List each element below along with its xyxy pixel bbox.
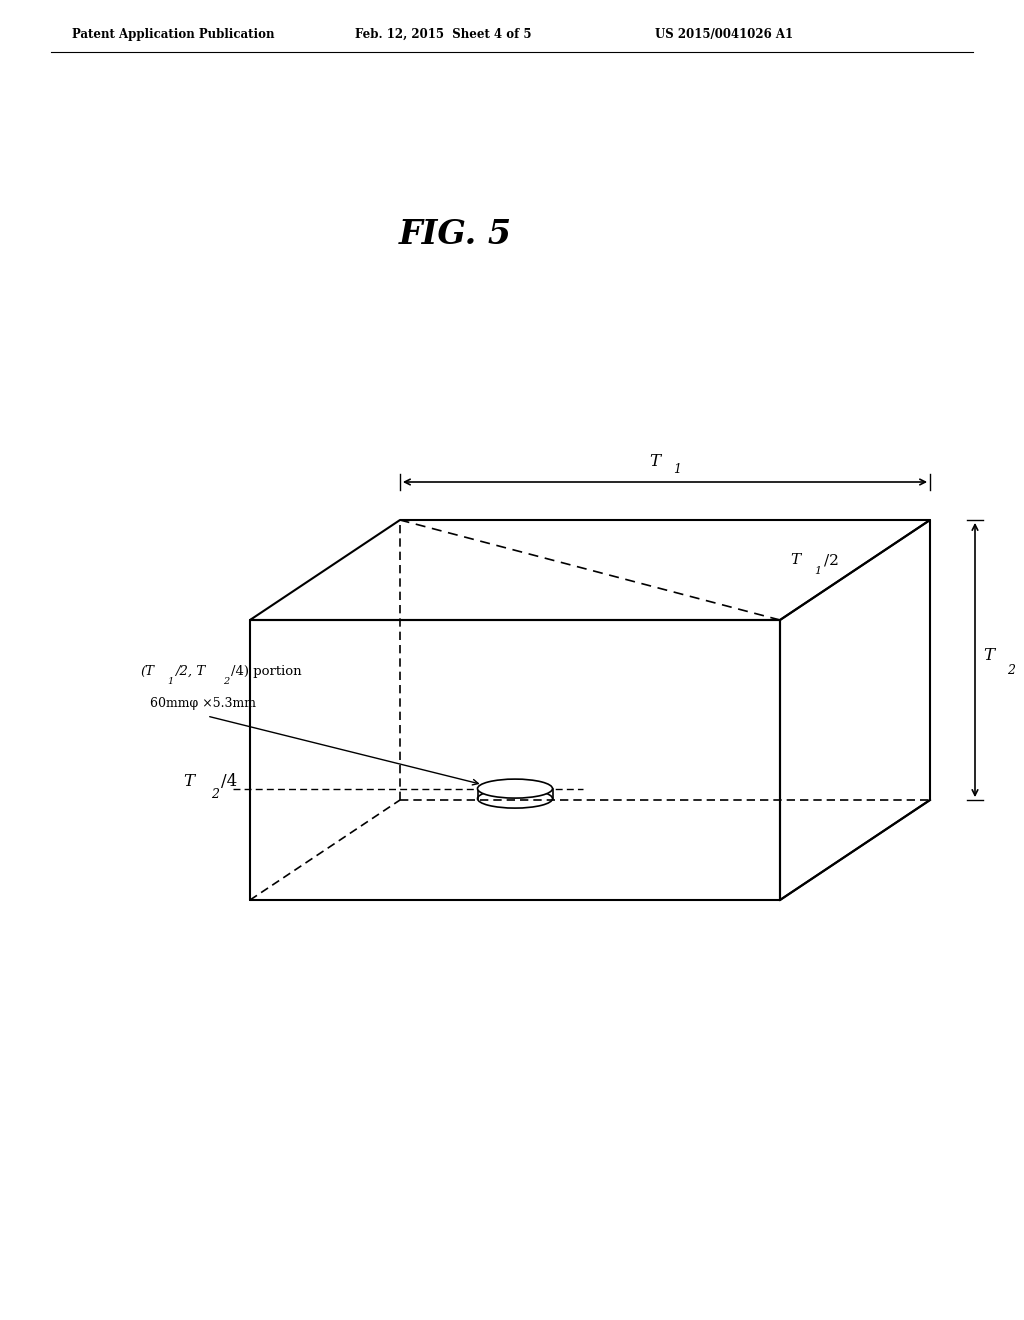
Text: 60mmφ ×5.3mm: 60mmφ ×5.3mm xyxy=(150,697,256,710)
Text: (T: (T xyxy=(140,664,154,677)
Text: 1: 1 xyxy=(167,676,173,685)
Text: /4) portion: /4) portion xyxy=(231,664,302,677)
Text: US 2015/0041026 A1: US 2015/0041026 A1 xyxy=(655,28,794,41)
Text: Feb. 12, 2015  Sheet 4 of 5: Feb. 12, 2015 Sheet 4 of 5 xyxy=(355,28,531,41)
Text: T: T xyxy=(183,774,195,791)
Text: 1: 1 xyxy=(673,463,681,477)
Text: FIG. 5: FIG. 5 xyxy=(398,219,512,252)
Text: /4: /4 xyxy=(221,774,238,791)
Text: T: T xyxy=(649,453,660,470)
Ellipse shape xyxy=(477,779,553,799)
Text: Patent Application Publication: Patent Application Publication xyxy=(72,28,274,41)
Text: 2: 2 xyxy=(211,788,219,801)
Text: /2: /2 xyxy=(824,553,839,568)
Text: 1: 1 xyxy=(814,566,821,576)
Text: T: T xyxy=(983,647,994,664)
Text: T: T xyxy=(790,553,800,568)
Text: 2: 2 xyxy=(223,676,229,685)
Text: 2: 2 xyxy=(1007,664,1015,676)
Text: /2, T: /2, T xyxy=(175,664,205,677)
